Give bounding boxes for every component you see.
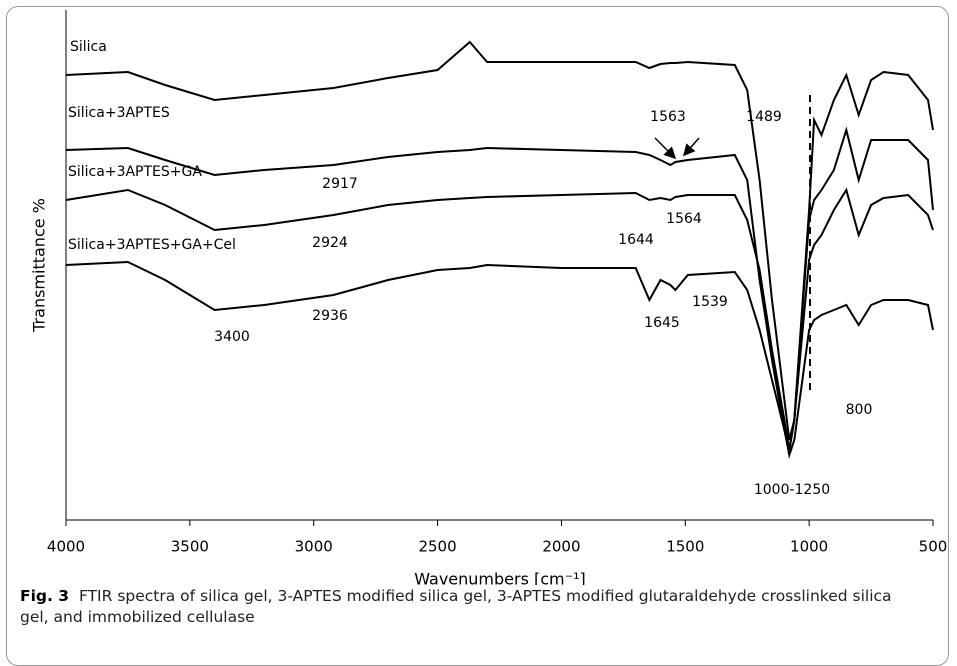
x-tick-label: 3500 <box>171 538 209 556</box>
annotation: 1564 <box>666 211 702 227</box>
annotation: 2917 <box>322 176 358 192</box>
x-tick-label: 2000 <box>542 538 580 556</box>
caption-text: FTIR spectra of silica gel, 3-APTES modi… <box>20 587 892 626</box>
series-label: Silica+3APTES+GA <box>68 164 202 180</box>
annotation: 2924 <box>312 235 348 251</box>
annotation: 800 <box>846 402 873 418</box>
annotation: 1644 <box>618 232 654 248</box>
x-tick-label: 1500 <box>666 538 704 556</box>
annotation: 1645 <box>644 315 680 331</box>
series-line <box>65 126 934 451</box>
series-line <box>65 260 934 459</box>
x-axis-label: Wavenumbers [cm⁻¹] <box>414 570 586 586</box>
arrow <box>683 137 700 157</box>
series-line <box>65 40 934 441</box>
y-axis-label: Transmittance % <box>30 198 49 333</box>
annotation: 1000-1250 <box>754 482 830 498</box>
x-tick-label: 3000 <box>295 538 333 556</box>
annotation: 1489 <box>746 109 782 125</box>
annotation: 1539 <box>692 294 728 310</box>
series-label: Silica <box>70 39 107 55</box>
series-label: Silica+3APTES <box>68 105 170 121</box>
annotation: 2936 <box>312 308 348 324</box>
series-label: Silica+3APTES+GA+Cel <box>68 237 236 253</box>
caption-label: Fig. 3 <box>20 587 70 605</box>
arrow <box>654 137 677 160</box>
annotation: 3400 <box>214 329 250 345</box>
x-tick-label: 4000 <box>47 538 85 556</box>
x-tick-label: 1000 <box>790 538 828 556</box>
x-tick-label: 500 <box>919 538 948 556</box>
chart: Wavenumbers [cm⁻¹] Transmittance % 4000 3… <box>30 10 948 586</box>
x-tick-label: 2500 <box>418 538 456 556</box>
series-line <box>65 187 934 451</box>
caption: Fig. 3 FTIR spectra of silica gel, 3-APT… <box>20 586 920 628</box>
annotation: 1563 <box>650 109 686 125</box>
